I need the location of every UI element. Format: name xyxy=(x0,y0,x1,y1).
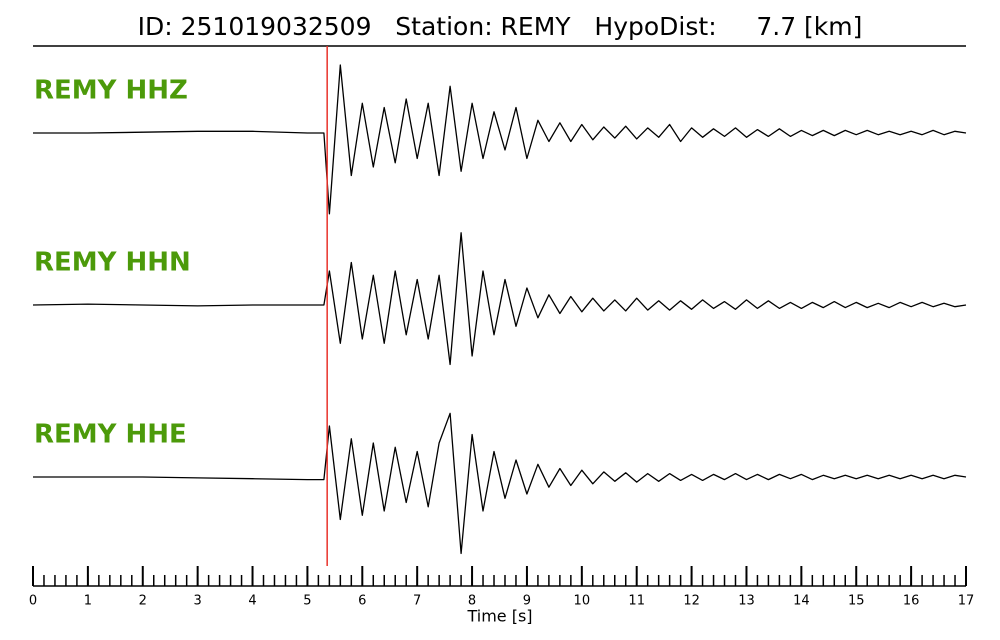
x-tick-label: 3 xyxy=(194,594,202,609)
x-tick-label: 10 xyxy=(574,594,591,609)
x-tick-label: 16 xyxy=(903,594,920,609)
trace-name: REMY HHN xyxy=(34,248,191,278)
x-tick-label: 8 xyxy=(468,594,476,609)
x-axis-label: Time [s] xyxy=(466,607,532,626)
waveform xyxy=(33,64,967,215)
x-tick-label: 5 xyxy=(303,594,311,609)
waveform xyxy=(33,412,967,555)
x-tick-label: 4 xyxy=(248,594,256,609)
trace-name: REMY HHE xyxy=(34,420,187,450)
x-tick-label: 0 xyxy=(29,594,37,609)
chart-title: ID: 251019032509 Station: REMY HypoDist:… xyxy=(138,12,863,41)
x-tick-label: 12 xyxy=(683,594,700,609)
x-tick-label: 13 xyxy=(738,594,755,609)
x-tick-label: 6 xyxy=(358,594,366,609)
x-tick-label: 11 xyxy=(628,594,645,609)
x-tick-label: 2 xyxy=(139,594,147,609)
x-tick-label: 14 xyxy=(793,594,810,609)
x-tick-label: 15 xyxy=(848,594,865,609)
x-tick-label: 17 xyxy=(958,594,975,609)
waveform xyxy=(32,232,967,366)
x-tick-label: 7 xyxy=(413,594,421,609)
x-tick-label: 1 xyxy=(84,594,92,609)
trace-name: REMY HHZ xyxy=(34,76,188,106)
x-tick-label: 9 xyxy=(523,594,531,609)
